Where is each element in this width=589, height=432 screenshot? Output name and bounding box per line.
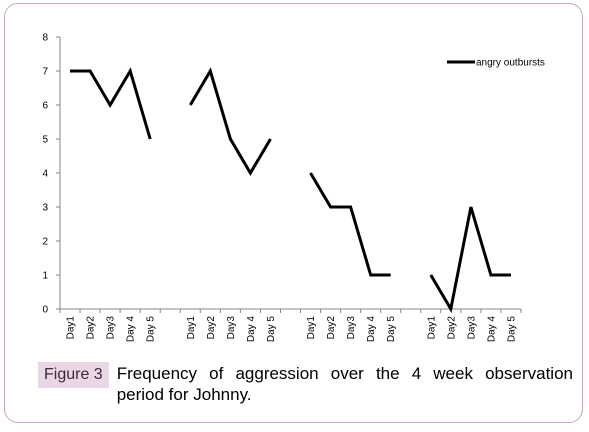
y-tick-label: 0 — [42, 305, 48, 316]
y-tick-label: 6 — [42, 101, 48, 112]
x-tick-label: Day 4 — [246, 316, 257, 343]
x-tick-label: Day2 — [86, 316, 97, 340]
x-tick-label: Day1 — [186, 316, 197, 340]
y-tick-label: 7 — [42, 67, 48, 78]
x-tick-label: Day3 — [106, 316, 117, 340]
x-tick-label: Day2 — [326, 316, 337, 340]
legend-label: angry outbursts — [476, 58, 545, 69]
chart-axes: 0 1 2 3 4 5 6 7 8 Day1 Day2 Day3 Day 4 Day 5 Day1 Day2 D… — [42, 33, 522, 343]
y-tick-label: 8 — [42, 33, 48, 44]
caption-text: Frequency of aggression over the 4 week … — [116, 364, 573, 404]
x-tick-label: Day 4 — [486, 316, 497, 343]
series-line — [70, 67, 152, 140]
chart-legend: angry outbursts — [447, 58, 545, 69]
y-tick-label: 4 — [42, 169, 48, 180]
x-tick-label: Day2 — [446, 316, 457, 340]
x-tick-label: Day3 — [466, 316, 477, 340]
series-line — [309, 172, 391, 277]
x-tick-label: Day 5 — [146, 316, 157, 343]
y-tick-label: 3 — [42, 203, 48, 214]
x-tick-label: Day1 — [426, 316, 437, 340]
x-tick-label: Day1 — [306, 316, 317, 340]
series-line — [189, 67, 272, 176]
x-tick-label: Day 4 — [126, 316, 137, 343]
x-tick-label: Day3 — [346, 316, 357, 340]
x-tick-label: Day 5 — [266, 316, 277, 343]
figure-label: Figure 3 — [38, 362, 109, 388]
y-tick-label: 5 — [42, 135, 48, 146]
y-tick-label: 1 — [42, 271, 48, 282]
y-tick-label: 2 — [42, 237, 48, 248]
line-chart: 0 1 2 3 4 5 6 7 8 Day1 Day2 Day3 Day 4 Day 5 Day1 Day2 D… — [42, 33, 545, 343]
x-tick-label: Day 4 — [366, 316, 377, 343]
figure-caption: Figure 3 Frequency of aggression over th… — [38, 362, 573, 405]
x-tick-label: Day 5 — [386, 316, 397, 343]
chart-marks — [70, 67, 511, 314]
x-tick-label: Day2 — [206, 316, 217, 340]
series-line — [429, 206, 511, 314]
x-tick-label: Day 5 — [506, 316, 517, 343]
figure-frame — [4, 3, 583, 423]
x-tick-label: Day1 — [66, 316, 77, 340]
x-tick-label: Day3 — [226, 316, 237, 340]
